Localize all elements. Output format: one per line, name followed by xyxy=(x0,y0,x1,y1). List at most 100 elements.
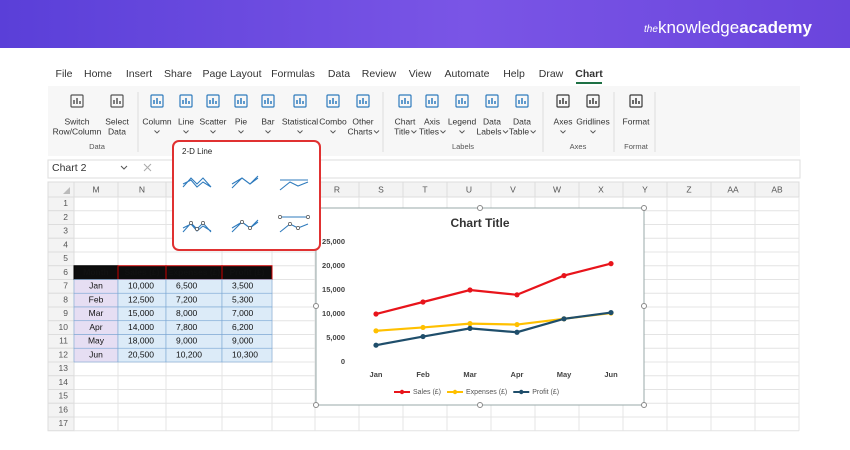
row-header[interactable]: 2 xyxy=(63,212,68,222)
chart-title[interactable]: Chart Title xyxy=(450,216,509,230)
menu-tab[interactable]: Page Layout xyxy=(203,68,262,80)
row-header[interactable]: 1 xyxy=(63,198,68,208)
column-header[interactable]: R xyxy=(334,184,340,194)
button-label[interactable]: Statistical xyxy=(282,116,318,126)
row-header[interactable]: 12 xyxy=(59,349,69,359)
table-text[interactable]: 6,200 xyxy=(232,322,254,332)
ribbon-button[interactable]: Combo xyxy=(319,94,347,134)
table-text[interactable]: 9,000 xyxy=(176,336,198,346)
ribbon-button[interactable]: Axes xyxy=(554,94,573,134)
row-header[interactable]: 4 xyxy=(63,239,68,249)
row-header[interactable]: 3 xyxy=(63,226,68,236)
row-header[interactable]: 14 xyxy=(59,377,69,387)
table-text[interactable]: 10,300 xyxy=(232,349,258,359)
column-header[interactable]: Z xyxy=(686,184,691,194)
column-header[interactable]: W xyxy=(553,184,561,194)
table-header[interactable]: Expenses (£) xyxy=(168,267,221,277)
row-header[interactable]: 13 xyxy=(59,363,69,373)
table-text[interactable]: Mar xyxy=(89,308,104,318)
ribbon-button[interactable]: Format xyxy=(623,94,651,126)
button-label[interactable]: Axis xyxy=(424,116,440,126)
row-header[interactable]: 16 xyxy=(59,404,69,414)
button-label[interactable]: Bar xyxy=(261,116,274,126)
ribbon-button[interactable]: Scatter xyxy=(200,94,227,134)
row-header[interactable]: 9 xyxy=(63,308,68,318)
chart[interactable]: Chart Title 0 5,000 10,000 15,000 20,000 25,00… xyxy=(313,205,647,408)
table-header[interactable]: Profit (£) xyxy=(230,267,265,277)
selection-handle[interactable] xyxy=(313,303,319,309)
menu-tab[interactable]: Formulas xyxy=(271,68,315,80)
selection-handle[interactable] xyxy=(477,205,483,211)
column-header[interactable]: AA xyxy=(727,184,739,194)
menu-tab[interactable]: Draw xyxy=(539,68,564,80)
row-header[interactable]: 8 xyxy=(63,294,68,304)
table-text[interactable]: May xyxy=(88,336,105,346)
column-header[interactable]: AB xyxy=(771,184,783,194)
menu-tab[interactable]: Automate xyxy=(445,68,490,80)
table-text[interactable]: 3,500 xyxy=(232,281,254,291)
table-text[interactable]: 12,500 xyxy=(128,294,154,304)
table-text[interactable]: 15,000 xyxy=(128,308,154,318)
row-header[interactable]: 15 xyxy=(59,391,69,401)
menu-tab[interactable]: Share xyxy=(164,68,192,80)
ribbon-button[interactable]: Legend xyxy=(448,94,477,134)
table-text[interactable]: 7,200 xyxy=(176,294,198,304)
table-header[interactable]: Sales (£) xyxy=(125,267,160,277)
table-text[interactable]: 7,800 xyxy=(176,322,198,332)
table-text[interactable]: 9,000 xyxy=(232,336,254,346)
button-label[interactable]: Switch xyxy=(64,116,89,126)
table-text[interactable]: Apr xyxy=(89,322,102,332)
column-header[interactable]: V xyxy=(510,184,516,194)
ribbon-button[interactable]: Pie xyxy=(234,94,248,134)
button-label[interactable]: Data xyxy=(108,126,126,136)
menu-tab[interactable]: File xyxy=(56,68,73,80)
table-text[interactable]: 5,300 xyxy=(232,294,254,304)
row-header[interactable]: 11 xyxy=(59,336,68,346)
button-label[interactable]: Other xyxy=(352,116,373,126)
chart-option-icon[interactable] xyxy=(231,175,259,189)
menu-tab[interactable]: Chart xyxy=(575,68,603,80)
row-header[interactable]: 6 xyxy=(63,267,68,277)
menu-tab[interactable]: Data xyxy=(328,68,350,80)
column-header[interactable]: M xyxy=(92,184,99,194)
selection-handle[interactable] xyxy=(641,303,647,309)
table-text[interactable]: 10,200 xyxy=(176,349,202,359)
row-header[interactable]: 10 xyxy=(59,322,69,332)
table-text[interactable]: 8,000 xyxy=(176,308,198,318)
selection-handle[interactable] xyxy=(641,205,647,211)
chart-option-icon[interactable] xyxy=(231,219,259,233)
column-header[interactable]: X xyxy=(598,184,604,194)
column-header[interactable]: U xyxy=(466,184,472,194)
name-box-arrow[interactable] xyxy=(120,165,128,170)
button-label[interactable]: Charts xyxy=(347,126,372,136)
table-header[interactable]: Month xyxy=(83,267,109,277)
table-text[interactable]: 18,000 xyxy=(128,336,154,346)
button-label[interactable]: Legend xyxy=(448,116,477,126)
column-header[interactable]: T xyxy=(422,184,427,194)
table-text[interactable]: 7,000 xyxy=(232,308,254,318)
ribbon-button[interactable]: Gridlines xyxy=(576,94,610,134)
selection-handle[interactable] xyxy=(477,402,483,408)
chart-option-icon[interactable] xyxy=(279,179,309,191)
menu-tab[interactable]: View xyxy=(409,68,432,80)
table-text[interactable]: 14,000 xyxy=(128,322,154,332)
button-label[interactable]: Labels xyxy=(476,126,501,136)
column-header[interactable]: N xyxy=(139,184,145,194)
button-label[interactable]: Combo xyxy=(319,116,347,126)
button-label[interactable]: Title xyxy=(394,126,410,136)
ribbon-button[interactable]: Line xyxy=(178,94,194,134)
ribbon-button[interactable]: Statistical xyxy=(282,94,318,134)
chart-option-icon[interactable] xyxy=(182,177,212,188)
button-label[interactable]: Column xyxy=(142,116,172,126)
table-text[interactable]: 20,500 xyxy=(128,349,154,359)
ribbon-button[interactable]: Bar xyxy=(261,94,275,134)
button-label[interactable]: Data xyxy=(483,116,501,126)
menu-tab[interactable]: Home xyxy=(84,68,112,80)
button-label[interactable]: Data xyxy=(513,116,531,126)
button-label[interactable]: Axes xyxy=(554,116,573,126)
